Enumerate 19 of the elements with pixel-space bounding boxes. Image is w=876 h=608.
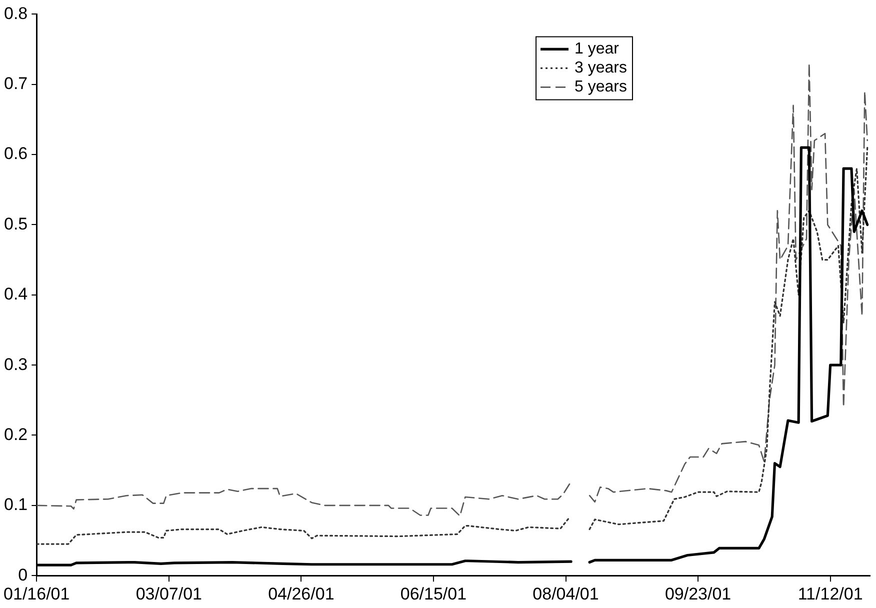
y-tick-label: 0.4 — [4, 284, 28, 304]
y-tick-label: 0.2 — [4, 424, 28, 444]
y-tick-label: 0.5 — [4, 214, 28, 234]
legend-label: 3 years — [574, 60, 627, 77]
x-tick-label: 04/26/01 — [268, 584, 334, 604]
legend-label: 5 years — [574, 78, 627, 96]
x-tick-label: 08/04/01 — [532, 584, 599, 604]
y-tick-label: 0.8 — [4, 4, 28, 23]
y-tick-label: 0 — [18, 565, 28, 584]
y-tick-label: 0.6 — [4, 144, 28, 164]
x-tick-label: 06/15/01 — [400, 584, 467, 604]
y-tick-label: 0.1 — [4, 495, 28, 514]
x-tick-label: 11/12/01 — [798, 584, 863, 604]
x-tick-label: 03/07/01 — [136, 584, 202, 604]
legend-label: 1 year — [574, 40, 620, 58]
y-tick-label: 0.7 — [4, 74, 28, 94]
x-tick-label: 09/23/01 — [664, 584, 732, 604]
x-tick-label: 01/16/01 — [4, 584, 70, 604]
y-tick-label: 0.3 — [4, 354, 28, 374]
